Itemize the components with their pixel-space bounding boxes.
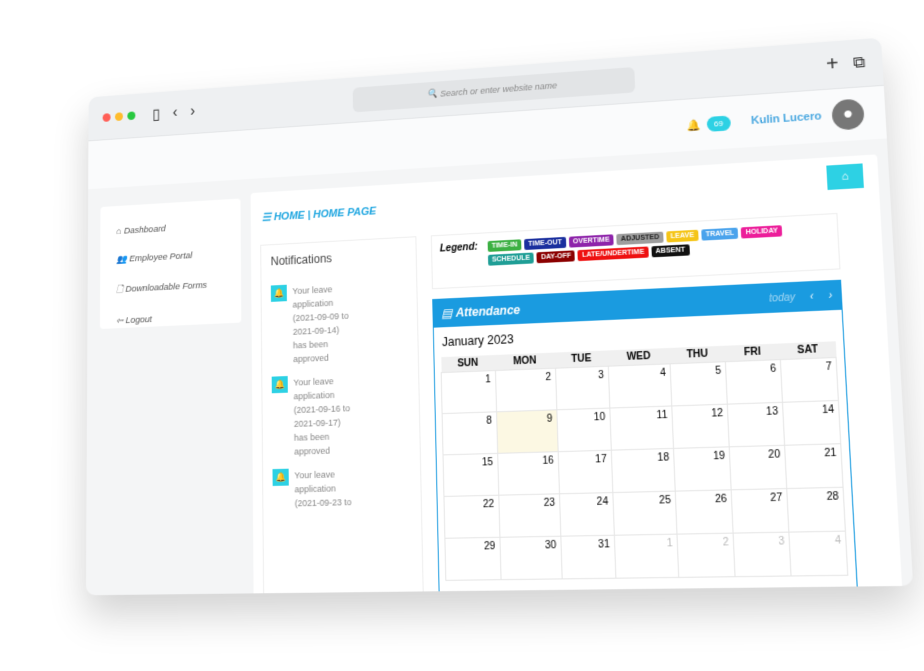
page-title: ☰ HOME | HOME PAGE <box>261 205 377 224</box>
next-month-icon[interactable]: › <box>828 289 833 302</box>
page-title-text: HOME | HOME PAGE <box>273 205 377 224</box>
calendar-day[interactable]: 26 <box>675 489 734 534</box>
calendar-day[interactable]: 14 <box>782 399 841 445</box>
calendar-day[interactable]: 2 <box>494 367 557 412</box>
calendar-grid: SUN MON TUE WED THU FRI SAT 1 2 3 4 5 6 7 8 9 10 11 12 13 14… <box>440 341 848 580</box>
bell-icon: 🔔 <box>272 468 289 486</box>
calendar-day[interactable]: 18 <box>611 447 676 493</box>
attendance-calendar: ▤ Attendance today ‹ › January 2023 SUN M… <box>432 279 859 596</box>
sidebar: ⌂ Dashboard 👥 Employee Portal 🗋 Download… <box>99 198 242 330</box>
calendar-day[interactable]: 7 <box>780 356 839 402</box>
sidebar-item-label: Logout <box>125 314 152 326</box>
calendar-day[interactable]: 4 <box>788 530 848 576</box>
legend-tag: ADJUSTED <box>616 231 664 246</box>
notification-text: Your leave application (2021-09-23 to <box>294 469 352 509</box>
sidebar-toggle-icon[interactable]: ▯ <box>152 106 161 123</box>
legend-tag: DAY-OFF <box>536 250 576 264</box>
notification-badge: 69 <box>706 114 731 132</box>
calendar-day[interactable]: 1 <box>441 370 497 414</box>
legend-tag: TIME-IN <box>487 239 522 252</box>
calendar-day[interactable]: 23 <box>498 493 561 537</box>
browser-window: ▯ ‹ › 🔍 Search or enter website name + ⧉… <box>85 37 914 596</box>
calendar-day[interactable]: 15 <box>443 452 499 496</box>
legend-tags: TIME-IN TIME-OUT OVERTIME ADJUSTED LEAVE TRAV… <box>487 223 829 266</box>
sidebar-item-logout[interactable]: ⇦ Logout <box>116 314 152 327</box>
legend-tag: LEAVE <box>666 229 699 243</box>
calendar-day[interactable]: 12 <box>671 403 730 448</box>
calendar-day[interactable]: 21 <box>784 443 844 489</box>
notification-item[interactable]: 🔔 Your leave application (2021-09-16 to 2… <box>271 371 410 459</box>
calendar-day[interactable]: 3 <box>555 365 610 410</box>
calendar-day[interactable]: 30 <box>499 535 562 580</box>
calendar-day[interactable]: 16 <box>497 451 560 495</box>
legend-tag: OVERTIME <box>568 234 614 248</box>
user-name[interactable]: Kulin Lucero <box>750 110 822 128</box>
calendar-day[interactable]: 31 <box>560 534 616 579</box>
calendar-day[interactable]: 22 <box>443 494 500 538</box>
calendar-day[interactable]: 6 <box>725 359 783 404</box>
calendar-day[interactable]: 8 <box>442 411 498 455</box>
today-button[interactable]: today <box>768 291 796 305</box>
legend-tag: TIME-OUT <box>524 236 567 251</box>
calendar-day[interactable]: 4 <box>608 363 672 408</box>
sidebar-item-label: Downloadable Forms <box>125 280 208 295</box>
bell-icon: 🔔 <box>271 376 288 394</box>
new-tab-icon[interactable]: + <box>825 52 839 76</box>
calendar-day[interactable]: 25 <box>612 490 677 535</box>
tabs-icon[interactable]: ⧉ <box>852 53 866 72</box>
notification-text: Your leave application (2021-09-16 to 20… <box>293 376 351 457</box>
address-placeholder: Search or enter website name <box>440 79 558 99</box>
calendar-day[interactable]: 17 <box>557 449 613 494</box>
sidebar-item-label: Dashboard <box>123 223 166 237</box>
main-panel: ☰ HOME | HOME PAGE ⌂ Notifications 🔔 Your… <box>250 154 903 596</box>
legend: Legend: TIME-IN TIME-OUT OVERTIME ADJUSTED L… <box>430 212 841 290</box>
calendar-day[interactable]: 5 <box>670 361 728 406</box>
sidebar-item-dashboard[interactable]: ⌂ Dashboard <box>116 223 166 237</box>
back-icon[interactable]: ‹ <box>172 104 178 121</box>
legend-tag: TRAVEL <box>701 227 739 241</box>
legend-label: Legend: <box>439 241 478 255</box>
forward-icon[interactable]: › <box>190 102 195 119</box>
sidebar-item-downloadable-forms[interactable]: 🗋 Downloadable Forms <box>116 280 208 296</box>
legend-tag: HOLIDAY <box>741 225 783 239</box>
bell-icon[interactable]: 🔔 <box>686 118 701 132</box>
notifications-panel: Notifications 🔔 Your leave application (2… <box>260 236 424 596</box>
calendar-day[interactable]: 20 <box>729 444 787 490</box>
calendar-day[interactable]: 19 <box>673 446 732 491</box>
notification-item[interactable]: 🔔 Your leave application (2021-09-09 to 2… <box>270 279 408 367</box>
minimize-dot[interactable] <box>114 112 123 122</box>
calendar-day[interactable]: 11 <box>609 405 674 450</box>
legend-tag: SCHEDULE <box>487 252 535 266</box>
calendar-day[interactable]: 10 <box>556 407 612 452</box>
home-button[interactable]: ⌂ <box>826 163 864 190</box>
bell-icon: 🔔 <box>270 284 287 302</box>
calendar-day[interactable]: 27 <box>731 488 789 533</box>
sidebar-item-label: Employee Portal <box>129 250 193 265</box>
notifications-title: Notifications <box>270 251 333 269</box>
calendar-day[interactable]: 2 <box>676 532 736 577</box>
legend-tag: LATE/UNDERTIME <box>577 246 649 262</box>
notification-text: Your leave application (2021-09-09 to 20… <box>292 284 349 365</box>
maximize-dot[interactable] <box>127 111 136 121</box>
notification-item[interactable]: 🔔 Your leave application (2021-09-23 to <box>272 465 411 510</box>
calendar-day[interactable]: 13 <box>727 401 785 447</box>
calendar-day[interactable]: 1 <box>614 533 679 578</box>
calendar-day[interactable]: 24 <box>559 492 615 536</box>
calendar-day[interactable]: 9 <box>496 409 558 453</box>
close-dot[interactable] <box>102 113 111 122</box>
calendar-day[interactable]: 28 <box>786 486 846 532</box>
sidebar-item-employee-portal[interactable]: 👥 Employee Portal <box>116 250 193 265</box>
legend-tag: ABSENT <box>651 244 690 258</box>
calendar-day[interactable]: 29 <box>444 536 501 580</box>
prev-month-icon[interactable]: ‹ <box>809 290 814 303</box>
calendar-title: Attendance <box>455 302 521 320</box>
calendar-day[interactable]: 3 <box>733 531 791 577</box>
avatar[interactable]: ● <box>831 98 865 131</box>
